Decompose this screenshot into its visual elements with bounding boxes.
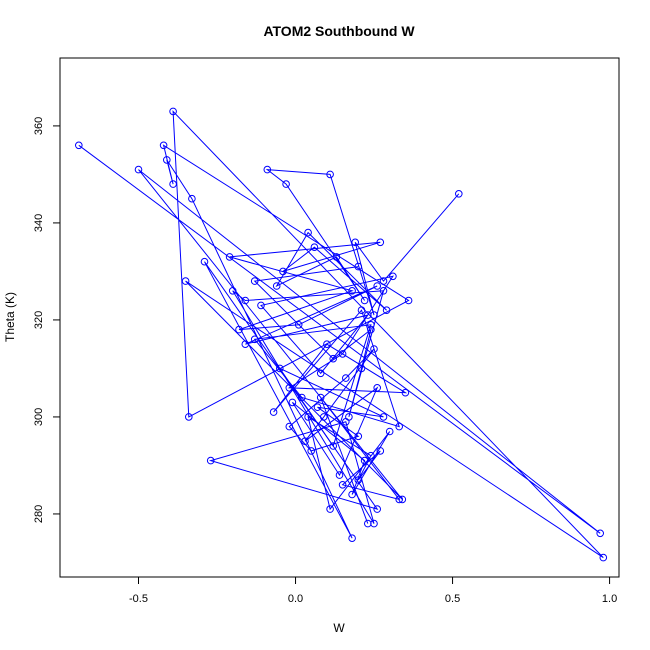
data-point bbox=[354, 262, 363, 271]
data-point bbox=[282, 180, 290, 188]
data-point bbox=[354, 432, 363, 441]
data-point bbox=[228, 287, 237, 295]
data-point bbox=[373, 505, 382, 513]
y-tick-label: 300 bbox=[33, 408, 45, 426]
x-axis: -0.5 0.0 0.5 1.0 bbox=[129, 576, 617, 605]
data-point bbox=[323, 340, 331, 349]
data-point bbox=[263, 165, 272, 174]
y-tick-label: 280 bbox=[33, 505, 45, 523]
data-point bbox=[599, 553, 608, 562]
data-point bbox=[401, 388, 410, 397]
x-tick-label: 1.0 bbox=[602, 593, 617, 605]
data-point bbox=[250, 277, 259, 285]
data-point bbox=[370, 519, 378, 528]
data-point bbox=[385, 427, 394, 436]
data-point bbox=[376, 238, 385, 247]
data-point bbox=[364, 311, 372, 319]
data-point bbox=[389, 272, 397, 281]
data-point bbox=[294, 321, 303, 329]
data-point bbox=[360, 456, 369, 465]
data-point bbox=[373, 384, 382, 392]
data-point bbox=[200, 257, 209, 266]
data-point bbox=[357, 364, 366, 373]
x-tick-label: 0.5 bbox=[445, 593, 460, 605]
data-point bbox=[379, 413, 388, 421]
y-tick-label: 340 bbox=[33, 214, 45, 232]
data-point bbox=[276, 364, 284, 373]
data-point bbox=[257, 301, 265, 310]
data-point bbox=[241, 296, 250, 305]
data-point bbox=[360, 296, 369, 305]
data-point bbox=[326, 505, 334, 513]
data-point bbox=[596, 529, 605, 538]
x-tick-label: 0.0 bbox=[288, 593, 303, 605]
data-point bbox=[272, 282, 281, 290]
data-point bbox=[134, 165, 143, 174]
series-line bbox=[78, 110, 604, 559]
data-point bbox=[75, 141, 83, 150]
data-point bbox=[395, 422, 404, 431]
data-point bbox=[181, 277, 190, 285]
data-point bbox=[304, 413, 312, 421]
plot-area bbox=[75, 107, 608, 562]
data-point bbox=[367, 325, 375, 334]
data-point bbox=[329, 354, 338, 363]
y-tick-label: 360 bbox=[33, 117, 45, 135]
data-point bbox=[206, 456, 215, 465]
data-point bbox=[379, 287, 388, 295]
data-point bbox=[185, 413, 193, 421]
data-point bbox=[376, 447, 385, 455]
data-point bbox=[304, 228, 312, 237]
y-axis: 280 300 320 340 360 bbox=[33, 117, 61, 523]
x-tick-label: -0.5 bbox=[129, 593, 148, 605]
data-point bbox=[188, 194, 196, 203]
data-point bbox=[307, 447, 316, 455]
data-point bbox=[348, 534, 356, 543]
data-point bbox=[326, 170, 334, 179]
data-point bbox=[169, 180, 177, 188]
series-line bbox=[229, 168, 460, 524]
data-point bbox=[348, 490, 356, 499]
y-axis-label: Theta (K) bbox=[3, 292, 17, 342]
data-point bbox=[316, 393, 325, 402]
data-point bbox=[279, 267, 287, 276]
data-point bbox=[310, 243, 319, 251]
data-point bbox=[288, 398, 297, 407]
data-point bbox=[169, 107, 177, 116]
data-point bbox=[269, 408, 278, 416]
data-point bbox=[348, 287, 356, 295]
data-point bbox=[455, 190, 463, 198]
y-tick-label: 320 bbox=[33, 311, 45, 329]
data-point bbox=[335, 471, 344, 479]
data-point bbox=[313, 403, 322, 412]
data-point bbox=[370, 345, 378, 353]
data-point bbox=[398, 495, 407, 504]
data-point bbox=[351, 238, 360, 247]
data-point bbox=[373, 282, 382, 290]
data-point bbox=[345, 413, 353, 421]
chart-title: ATOM2 Southbound W bbox=[263, 23, 415, 39]
data-point bbox=[225, 253, 234, 261]
data-point bbox=[338, 481, 347, 489]
data-point bbox=[329, 442, 338, 450]
data-point bbox=[342, 374, 350, 382]
x-axis-label: W bbox=[333, 621, 345, 635]
data-point bbox=[404, 296, 413, 305]
data-point bbox=[163, 156, 171, 164]
data-point bbox=[159, 141, 168, 150]
